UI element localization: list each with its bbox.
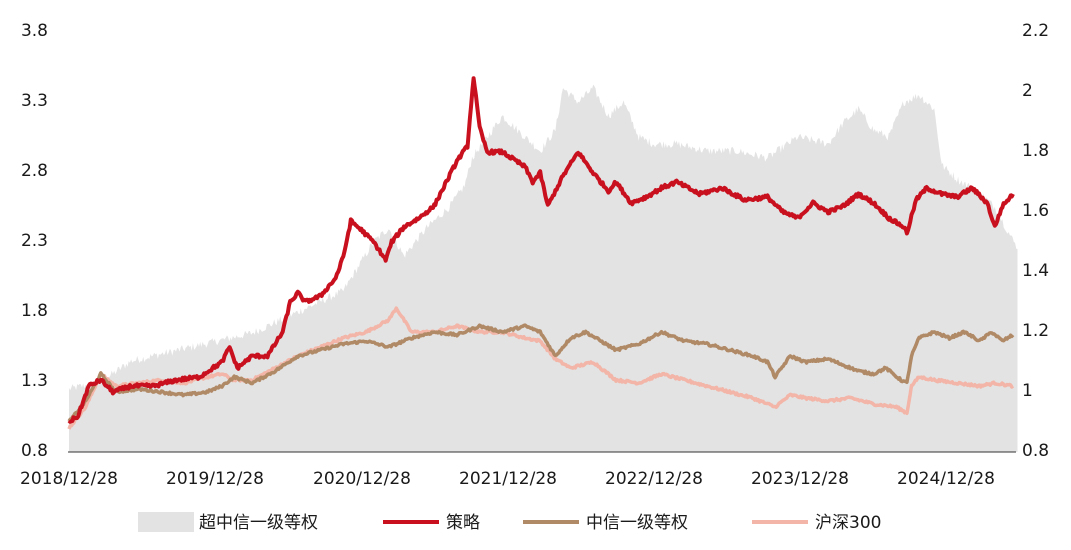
left-tick-label: 3.3 (21, 91, 48, 111)
series-line-沪深300 (67, 306, 1015, 430)
left-tick-label: 0.8 (21, 441, 48, 461)
x-tick-label: 2021/12/28 (459, 469, 557, 489)
legend-item: 超中信一级等权 (138, 512, 318, 533)
left-axis-ticks: 3.8 3.3 2.8 2.3 1.8 1.3 0.8 (21, 21, 48, 461)
series-area-超中信一级等权 (69, 84, 1018, 452)
right-tick-label: 1.2 (1022, 321, 1049, 341)
series-line-中信一级等权 (67, 323, 1015, 423)
left-tick-label: 3.8 (21, 21, 48, 41)
x-tick-label: 2023/12/28 (751, 469, 849, 489)
right-tick-label: 2 (1022, 81, 1033, 101)
left-tick-label: 2.3 (21, 231, 48, 251)
left-tick-label: 1.3 (21, 371, 48, 391)
right-tick-label: 1.6 (1022, 201, 1049, 221)
right-tick-label: 1.8 (1022, 141, 1049, 161)
series-line-策略 (67, 76, 1015, 424)
legend-label: 策略 (446, 513, 480, 533)
x-tick-label: 2018/12/28 (20, 469, 118, 489)
left-tick-label: 1.8 (21, 301, 48, 321)
legend-label: 超中信一级等权 (199, 513, 318, 533)
legend-item: 沪深300 (752, 513, 881, 533)
x-tick-label: 2020/12/28 (313, 469, 411, 489)
x-tick-label: 2022/12/28 (605, 469, 703, 489)
legend-label: 中信一级等权 (586, 513, 688, 533)
left-tick-label: 2.8 (21, 161, 48, 181)
right-tick-label: 1.4 (1022, 261, 1049, 281)
legend: 超中信一级等权 策略 中信一级等权 沪深300 (138, 512, 881, 533)
x-tick-label: 2024/12/28 (897, 469, 995, 489)
legend-label: 沪深300 (815, 513, 881, 533)
legend-item: 中信一级等权 (523, 513, 688, 533)
legend-item: 策略 (383, 513, 480, 533)
line-layer (67, 76, 1015, 430)
x-axis-ticks: 2018/12/28 2019/12/28 2020/12/28 2021/12… (20, 469, 995, 489)
area-layer (69, 84, 1018, 452)
right-tick-label: 1 (1022, 381, 1033, 401)
right-axis-ticks: 2.2 2 1.8 1.6 1.4 1.2 1 0.8 (1022, 21, 1049, 461)
right-tick-label: 0.8 (1022, 441, 1049, 461)
x-tick-label: 2019/12/28 (166, 469, 264, 489)
legend-swatch-area (138, 512, 194, 532)
right-tick-label: 2.2 (1022, 21, 1049, 41)
